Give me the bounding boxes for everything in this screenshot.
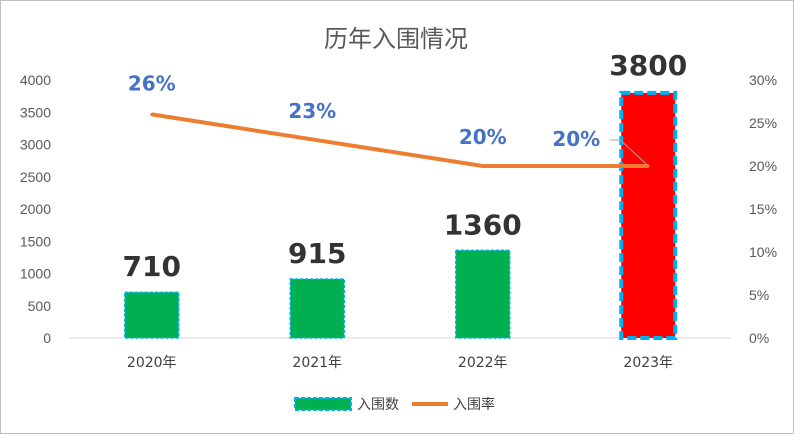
bar-data-labels: 710 915 1360 3800	[123, 49, 688, 283]
rate-value-label: 20%	[459, 125, 507, 149]
legend: 入围数 入围率	[294, 396, 495, 413]
bar-2022年	[455, 249, 511, 339]
category-label: 2023年	[623, 355, 673, 371]
category-label: 2022年	[458, 355, 508, 371]
rate-value-label: 20%	[552, 127, 600, 151]
bar-value-label: 3800	[609, 49, 687, 82]
legend-line-label: 入围率	[453, 396, 495, 413]
left-tick-label: 0	[43, 330, 51, 346]
rate-data-labels: 26% 23% 20% 20%	[128, 71, 647, 165]
rate-line	[151, 112, 649, 168]
bar-2021年	[289, 278, 345, 339]
bar-value-label: 1360	[444, 208, 522, 241]
bar-value-label: 710	[123, 250, 181, 283]
bar-series	[124, 90, 678, 341]
rate-point	[150, 112, 154, 116]
right-axis-ticks: 0% 5% 10% 15% 20% 25% 30%	[749, 72, 777, 346]
rate-value-label: 26%	[128, 71, 176, 95]
left-tick-label: 4000	[20, 72, 51, 88]
left-axis-ticks: 0 500 1000 1500 2000 2500 3000 3500 4000	[20, 72, 51, 346]
left-tick-label: 500	[28, 298, 52, 314]
right-tick-label: 15%	[749, 201, 777, 217]
category-label: 2020年	[127, 355, 177, 371]
left-tick-label: 2500	[20, 169, 51, 185]
right-tick-label: 30%	[749, 72, 777, 88]
right-tick-label: 5%	[749, 287, 769, 303]
right-tick-label: 0%	[749, 330, 769, 346]
rate-line-series	[150, 112, 650, 168]
right-tick-label: 10%	[749, 244, 777, 260]
right-tick-label: 20%	[749, 158, 777, 174]
rate-point	[481, 164, 485, 168]
chart-title: 历年入围情况	[324, 25, 468, 53]
rate-point	[646, 164, 650, 168]
left-tick-label: 1500	[20, 233, 51, 249]
label-leader-line	[610, 139, 647, 165]
left-tick-label: 1000	[20, 266, 51, 282]
category-labels: 2020年 2021年 2022年 2023年	[127, 355, 673, 371]
rate-point	[315, 138, 319, 142]
legend-bar-label: 入围数	[357, 397, 399, 413]
right-tick-label: 25%	[749, 115, 777, 131]
bar-2020年	[124, 291, 180, 339]
bar-2023年	[619, 90, 678, 341]
left-tick-label: 3500	[20, 104, 51, 120]
left-tick-label: 3000	[20, 137, 51, 153]
category-label: 2021年	[292, 355, 342, 371]
bar-value-label: 915	[288, 237, 346, 270]
rate-value-label: 23%	[288, 99, 336, 123]
legend-bar-swatch	[294, 397, 352, 411]
left-tick-label: 2000	[20, 201, 51, 217]
